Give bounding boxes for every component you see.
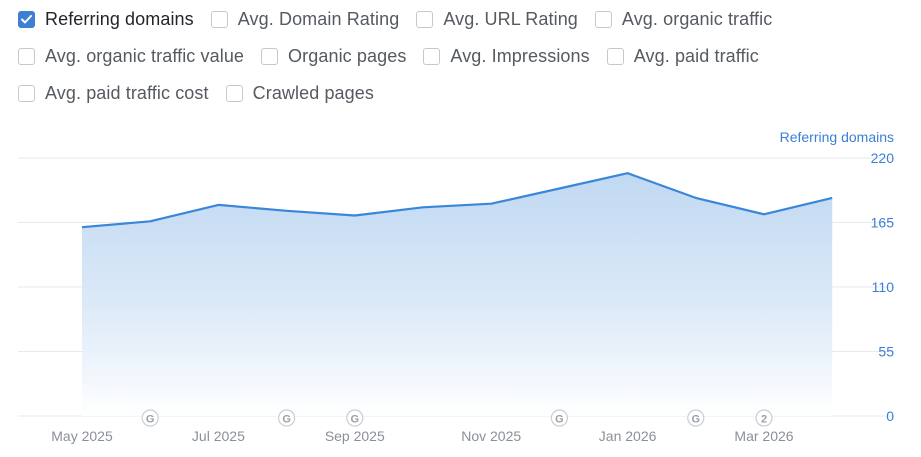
- google-update-icon: G: [141, 409, 159, 427]
- marker-circle: [550, 409, 569, 427]
- checkbox-referring-domains[interactable]: Referring domains: [18, 9, 194, 30]
- checkbox-avg-organic-traffic-value[interactable]: Avg. organic traffic value: [18, 46, 244, 67]
- checkbox-label: Referring domains: [45, 9, 194, 29]
- y-tick-label: 110: [872, 279, 895, 295]
- x-tick-label: Nov 2025: [461, 428, 521, 444]
- y-tick-label: 165: [871, 215, 895, 231]
- checkbox-unchecked-icon[interactable]: [261, 48, 279, 65]
- checkbox-organic-pages[interactable]: Organic pages: [261, 46, 406, 67]
- marker-circle: [141, 409, 159, 427]
- checkbox-label: Avg. URL Rating: [443, 9, 578, 29]
- x-tick-label: Jul 2025: [192, 428, 245, 444]
- checkbox-avg-paid-traffic[interactable]: Avg. paid traffic: [606, 46, 759, 67]
- checkbox-unchecked-icon[interactable]: [210, 11, 228, 28]
- checkbox-label: Organic pages: [288, 46, 407, 66]
- checkbox-avg-paid-traffic-cost[interactable]: Avg. paid traffic cost: [18, 83, 209, 104]
- marker-label: G: [692, 414, 701, 426]
- marker-label: G: [351, 414, 360, 426]
- checkbox-unchecked-icon[interactable]: [606, 48, 624, 65]
- area-fill: [82, 173, 833, 416]
- filter-row-1: Referring domains Avg. Domain Rating Avg…: [18, 9, 789, 30]
- x-tick-label: Jan 2026: [599, 428, 657, 444]
- checkbox-label: Avg. paid traffic: [633, 46, 759, 66]
- x-tick-label: May 2025: [51, 428, 113, 444]
- google-update-icon: G: [346, 409, 364, 427]
- checkbox-unchecked-icon[interactable]: [416, 11, 434, 28]
- x-tick-label: Sep 2025: [325, 428, 385, 444]
- google-update-icon: G: [550, 409, 569, 427]
- checkbox-label: Crawled pages: [252, 83, 374, 103]
- marker-circle: [687, 409, 705, 427]
- x-tick-label: Mar 2026: [734, 428, 793, 444]
- checkbox-label: Avg. organic traffic: [621, 9, 773, 29]
- checkbox-avg-impressions[interactable]: Avg. Impressions: [423, 46, 590, 67]
- checkbox-crawled-pages[interactable]: Crawled pages: [225, 83, 374, 104]
- checkbox-unchecked-icon[interactable]: [594, 11, 612, 28]
- checkbox-avg-domain-rating[interactable]: Avg. Domain Rating: [210, 9, 400, 30]
- checkbox-avg-organic-traffic[interactable]: Avg. organic traffic: [594, 9, 773, 30]
- marker-label: 2: [761, 414, 767, 426]
- checkbox-label: Avg. Domain Rating: [237, 9, 400, 29]
- marker-label: G: [146, 414, 155, 426]
- checkbox-label: Avg. organic traffic value: [45, 46, 245, 66]
- marker-label: G: [282, 414, 291, 426]
- y-axis-title: Referring domains: [780, 129, 894, 145]
- referring-domains-chart: Referring domains 0 55 110 165 220 G G G G G 2 Ma…: [18, 129, 895, 444]
- y-tick-label: 0: [886, 408, 894, 424]
- checkbox-label: Avg. Impressions: [450, 46, 590, 66]
- google-update-icon: G: [687, 409, 705, 427]
- y-axis-ticks: 0 55 110 165 220: [871, 150, 895, 424]
- filter-row-3: Avg. paid traffic cost Crawled pages: [18, 83, 391, 104]
- checkbox-unchecked-icon[interactable]: [423, 48, 441, 65]
- marker-label: G: [555, 414, 564, 426]
- filter-row-2: Avg. organic traffic value Organic pages…: [18, 46, 776, 67]
- marker-circle: [278, 409, 296, 427]
- checkbox-avg-url-rating[interactable]: Avg. URL Rating: [416, 9, 578, 30]
- checkbox-unchecked-icon[interactable]: [18, 85, 35, 102]
- update-count-badge: 2: [755, 409, 773, 427]
- y-tick-label: 220: [871, 150, 895, 166]
- x-axis-ticks: May 2025 Jul 2025 Sep 2025 Nov 2025 Jan 2026…: [51, 428, 794, 444]
- series-line-referring-domains: [81, 172, 833, 229]
- checkbox-unchecked-icon[interactable]: [18, 48, 35, 65]
- checkbox-unchecked-icon[interactable]: [225, 85, 243, 102]
- marker-circle: [346, 409, 364, 427]
- checkbox-label: Avg. paid traffic cost: [45, 83, 209, 103]
- checkbox-checked-icon[interactable]: [18, 11, 35, 28]
- google-update-icon: G: [278, 409, 296, 427]
- annotation-markers: G G G G G 2: [141, 409, 773, 427]
- marker-circle: [755, 409, 773, 427]
- y-tick-label: 55: [878, 344, 894, 360]
